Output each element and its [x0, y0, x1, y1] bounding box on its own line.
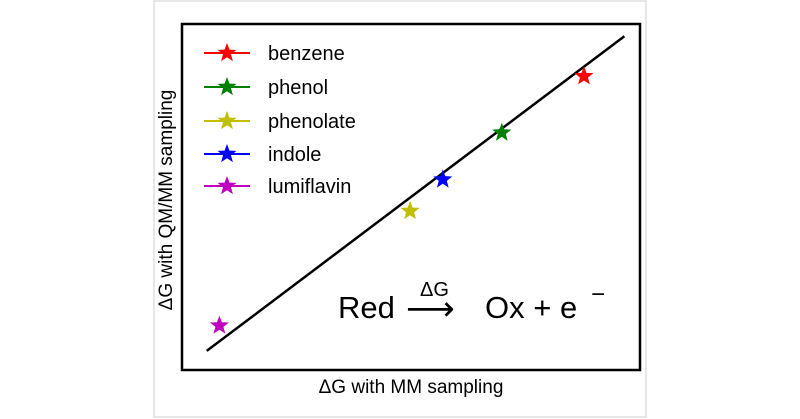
point-phenolate	[400, 201, 420, 220]
point-benzene	[574, 66, 594, 85]
annotation-product: Ox + e	[485, 290, 577, 325]
legend-star-benzene	[217, 43, 237, 62]
point-lumiflavin	[209, 315, 229, 334]
annotation-reactant: Red	[338, 290, 395, 325]
outer-frame	[153, 0, 647, 418]
y-axis-label: ΔG with QM/MM sampling	[156, 90, 177, 311]
legend-star-indole	[217, 144, 237, 163]
point-phenol	[492, 122, 512, 141]
annotation-arrow-label: ΔG	[420, 279, 449, 301]
legend-label-phenolate: phenolate	[268, 111, 356, 133]
legend-entry-phenolate: phenolate	[204, 111, 356, 133]
x-axis-label: ΔG with MM sampling	[319, 377, 504, 398]
annotation-superscript: −	[591, 281, 605, 308]
legend-star-phenolate	[217, 111, 237, 130]
diagonal-line	[205, 35, 626, 352]
legend-label-lumiflavin: lumiflavin	[268, 176, 351, 198]
point-indole	[433, 169, 453, 188]
reaction-annotation: Red ΔG ⟶ Ox + e −	[338, 279, 605, 328]
legend-entry-benzene: benzene	[204, 43, 345, 65]
legend-entry-phenol: phenol	[204, 77, 328, 99]
legend-star-lumiflavin	[217, 176, 237, 195]
legend-label-benzene: benzene	[268, 43, 345, 65]
legend-star-phenol	[217, 77, 237, 96]
annotation-arrow: ⟶	[406, 290, 455, 328]
legend-label-phenol: phenol	[268, 77, 328, 99]
legend-entry-indole: indole	[204, 144, 321, 166]
legend-entry-lumiflavin: lumiflavin	[204, 176, 351, 198]
legend-label-indole: indole	[268, 144, 321, 166]
legend: benzene phenol phenolate indole lumiflav…	[204, 43, 356, 198]
data-points	[209, 66, 594, 334]
